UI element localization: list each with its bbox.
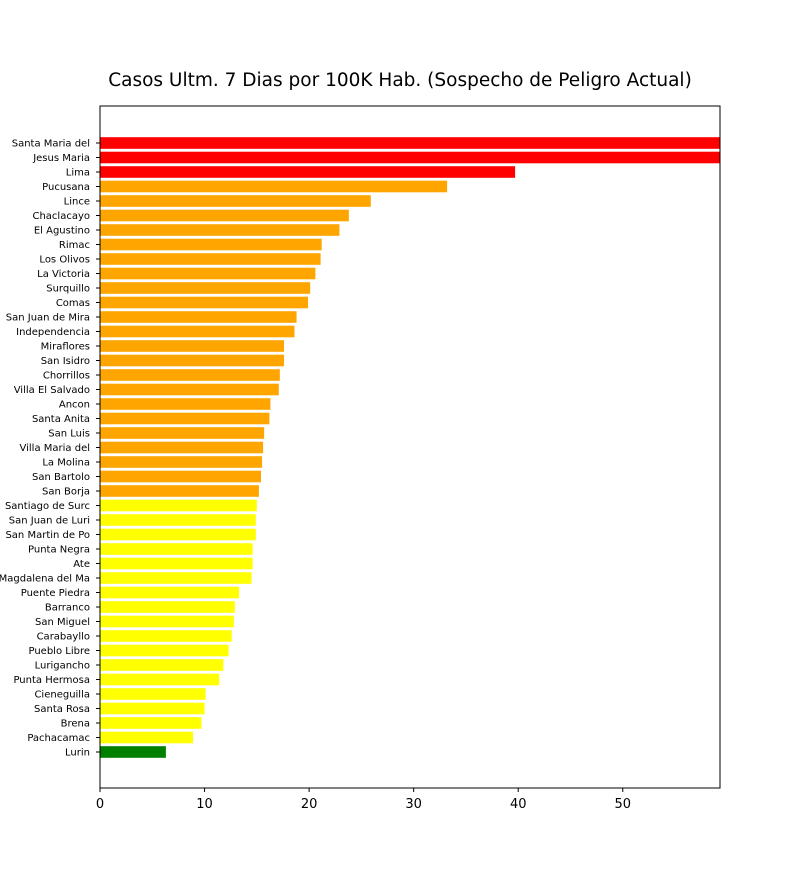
y-tick-label: Punta Negra — [28, 545, 90, 556]
y-tick-label: Lurin — [65, 748, 90, 759]
y-tick-label: Ancon — [59, 400, 90, 411]
bar — [100, 601, 235, 613]
bar — [100, 412, 270, 425]
bar — [100, 528, 256, 541]
bar — [100, 209, 349, 222]
y-tick-label: Santiago de Surc — [5, 501, 90, 512]
bar — [100, 253, 321, 265]
bar — [100, 499, 257, 512]
y-tick-label: Chorrillos — [43, 371, 90, 382]
y-tick-labels: Santa Maria del Jesus Maria Lima Pucusana L… — [0, 139, 100, 759]
bar — [100, 456, 263, 468]
bar — [100, 282, 311, 294]
x-tick-label: 20 — [301, 797, 318, 812]
y-tick-label: Comas — [56, 298, 90, 309]
y-tick-label: La Molina — [42, 458, 90, 469]
bar — [100, 267, 316, 280]
y-tick-label: Santa Anita — [32, 414, 90, 425]
y-tick-label: Carabayllo — [37, 632, 90, 643]
bar — [100, 238, 322, 251]
bar — [100, 673, 220, 686]
x-tick-label: 40 — [510, 797, 527, 812]
y-tick-label: Independencia — [16, 327, 90, 338]
y-tick-label: San Martin de Po — [5, 530, 90, 541]
y-tick-label: Brena — [61, 719, 90, 730]
bar — [100, 746, 166, 758]
y-tick-label: San Borja — [42, 487, 90, 498]
bar — [100, 137, 720, 149]
y-tick-label: San Miguel — [35, 617, 90, 628]
bar — [100, 702, 205, 715]
bar — [100, 441, 264, 454]
x-tick-label: 0 — [96, 797, 104, 812]
y-tick-label: San Juan de Mira — [6, 313, 90, 324]
bars-layer — [100, 137, 720, 758]
bar — [100, 485, 259, 497]
y-tick-label: Pachacamac — [27, 733, 90, 744]
y-tick-label: Rimac — [59, 240, 90, 251]
bar — [100, 340, 285, 352]
y-tick-label: Pucusana — [42, 182, 90, 193]
bar — [100, 630, 232, 642]
y-tick-label: Villa El Salvado — [14, 385, 90, 396]
y-tick-label: San Luis — [48, 429, 90, 440]
bar — [100, 354, 285, 367]
bar — [100, 398, 271, 410]
x-tick-label: 50 — [614, 797, 631, 812]
bar — [100, 325, 295, 338]
y-tick-label: Ate — [73, 559, 90, 570]
y-tick-label: Pueblo Libre — [28, 646, 90, 657]
bar — [100, 572, 252, 584]
y-tick-label: San Bartolo — [32, 472, 90, 483]
y-tick-label: Los Olivos — [39, 255, 90, 266]
y-tick-label: Santa Rosa — [34, 704, 90, 715]
bar — [100, 644, 229, 657]
x-tick-label: 30 — [405, 797, 422, 812]
y-tick-label: San Juan de Luri — [9, 516, 90, 527]
bar — [100, 717, 202, 729]
bar — [100, 166, 516, 178]
y-tick-label: La Victoria — [37, 269, 90, 280]
bar — [100, 514, 256, 526]
x-ticks: 0 10 20 30 40 50 — [96, 788, 631, 812]
bar — [100, 586, 240, 599]
bar — [100, 688, 206, 700]
plot-frame — [99, 105, 721, 789]
bar — [100, 369, 280, 381]
x-tick-label: 10 — [196, 797, 213, 812]
y-tick-label: Santa Maria del — [12, 139, 90, 150]
y-tick-label: Lince — [64, 197, 90, 208]
bar — [100, 427, 265, 439]
y-tick-label: Chaclacayo — [32, 211, 90, 222]
bar — [100, 195, 371, 207]
bar — [100, 311, 297, 323]
bar — [100, 296, 309, 309]
y-tick-label: Punta Hermosa — [13, 675, 90, 686]
y-tick-label: Surquillo — [46, 284, 90, 295]
bar — [100, 151, 720, 164]
bar — [100, 224, 340, 236]
bar — [100, 543, 253, 555]
y-tick-label: San Isidro — [41, 356, 90, 367]
y-tick-label: El Agustino — [34, 226, 90, 237]
y-tick-label: Jesus Maria — [32, 153, 90, 164]
bar — [100, 470, 262, 483]
y-tick-label: Lurigancho — [35, 661, 90, 672]
bar — [100, 557, 253, 570]
bar — [100, 180, 448, 193]
y-tick-label: Magdalena del Ma — [0, 574, 90, 585]
chart-title: Casos Ultm. 7 Dias por 100K Hab. (Sospec… — [108, 70, 692, 91]
y-tick-label: Miraflores — [41, 342, 90, 353]
bar — [100, 731, 194, 744]
y-tick-label: Puente Piedra — [21, 588, 90, 599]
bar — [100, 659, 224, 671]
y-tick-label: Lima — [66, 168, 90, 179]
bar — [100, 615, 234, 628]
bar — [100, 383, 279, 396]
y-tick-label: Barranco — [45, 603, 90, 614]
y-tick-label: Villa Maria del — [20, 443, 91, 454]
y-tick-label: Cieneguilla — [34, 690, 90, 701]
